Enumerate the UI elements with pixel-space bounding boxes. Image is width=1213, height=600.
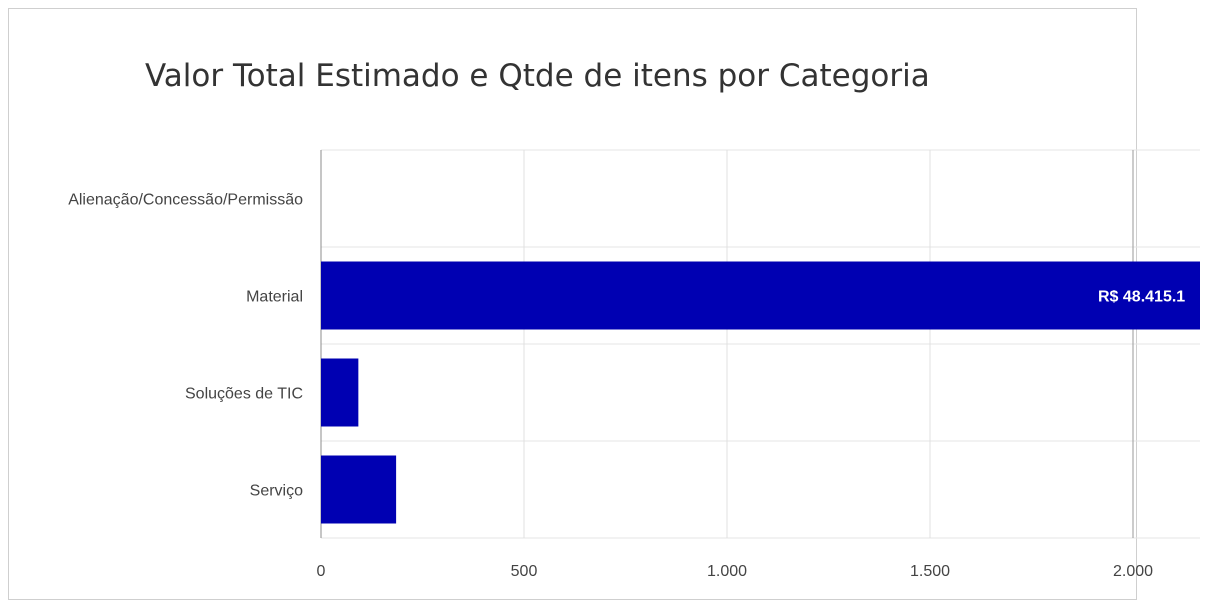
- category-label: Material: [246, 289, 303, 306]
- chart-title: Valor Total Estimado e Qtde de itens por…: [145, 58, 930, 94]
- category-label: Serviço: [250, 483, 303, 500]
- bar-data-label: R$ 48.415.1: [1098, 289, 1185, 306]
- bar-1: [321, 261, 1200, 330]
- category-label: Alienação/Concessão/Permissão: [68, 192, 303, 209]
- x-tick-label: 500: [511, 563, 538, 580]
- bar-2: [321, 358, 359, 427]
- x-tick-label: 2.000: [1113, 563, 1153, 580]
- category-label: Soluções de TIC: [185, 386, 303, 403]
- x-tick-label: 1.500: [910, 563, 950, 580]
- x-tick-label: 0: [317, 563, 326, 580]
- x-tick-label: 1.000: [707, 563, 747, 580]
- bar-chart: Alienação/Concessão/Permissão Material Sol…: [68, 149, 1200, 580]
- bar-3: [321, 455, 397, 524]
